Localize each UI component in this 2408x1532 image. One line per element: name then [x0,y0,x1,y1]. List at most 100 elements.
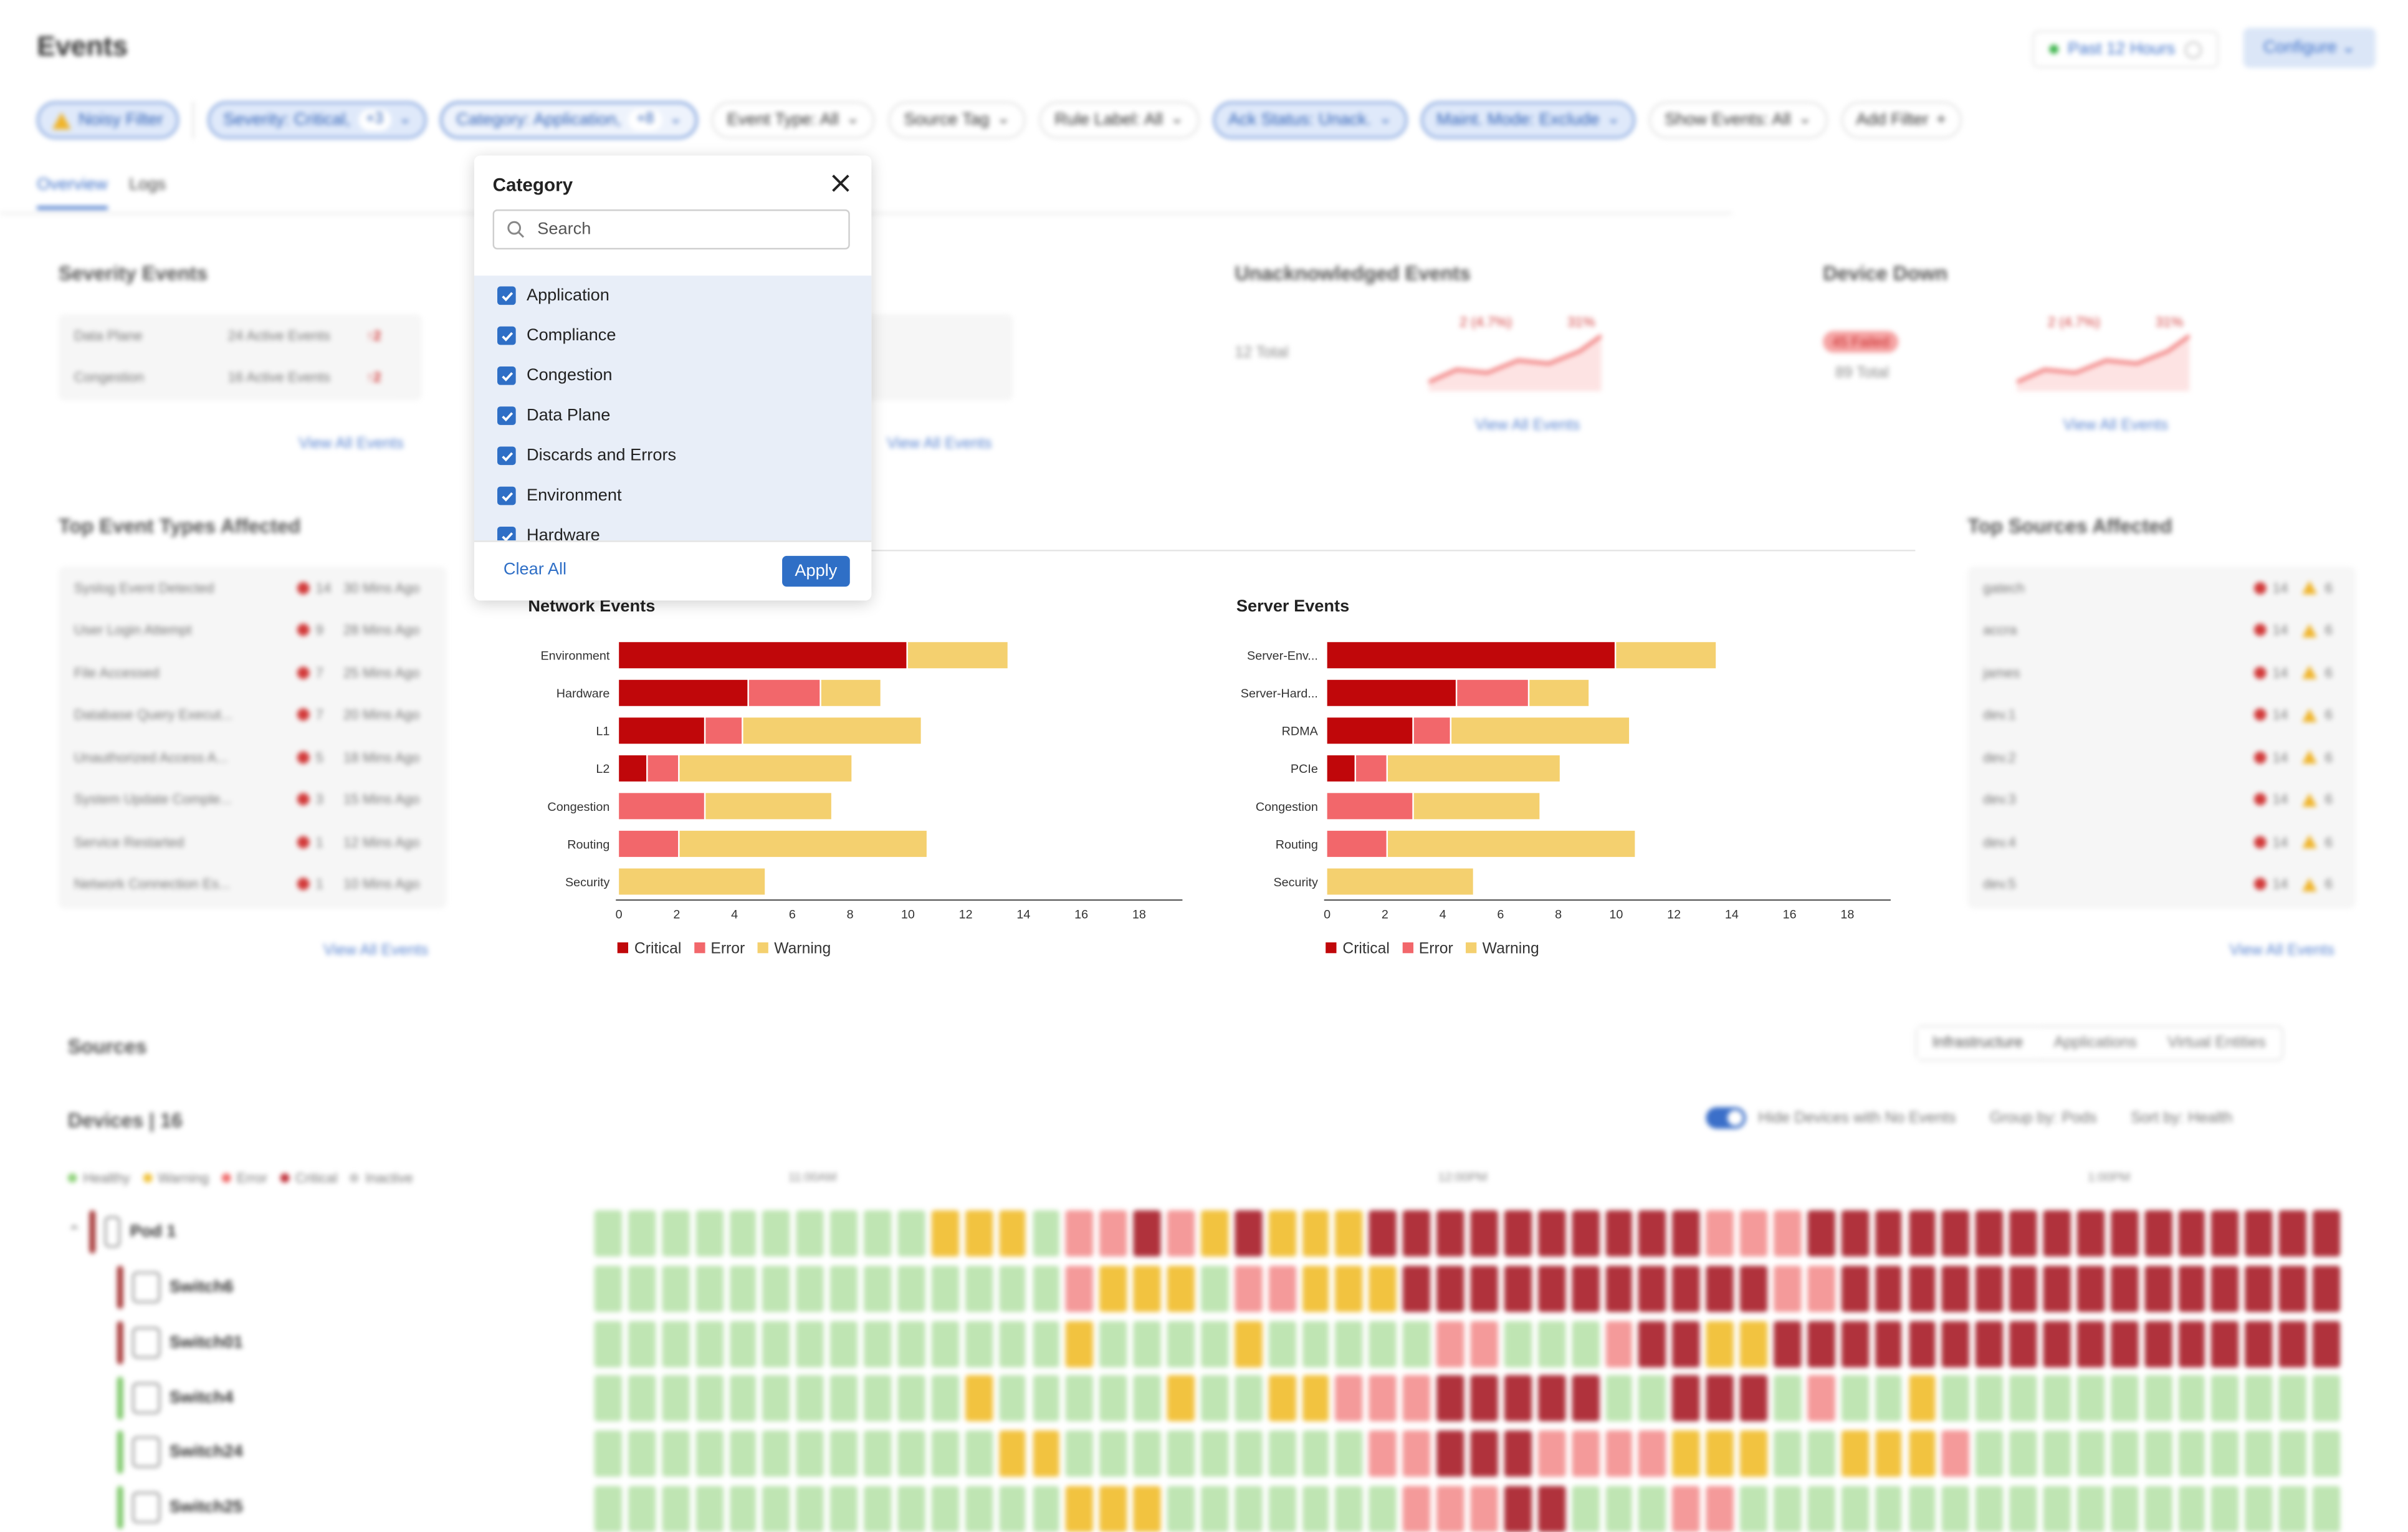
heatmap-cell[interactable] [1807,1486,1835,1532]
heatmap-cell[interactable] [1571,1430,1599,1477]
heatmap-cell[interactable] [1436,1376,1464,1422]
heatmap-cell[interactable] [796,1320,824,1367]
heatmap-cell[interactable] [965,1320,993,1367]
heatmap-cell[interactable] [2313,1430,2341,1477]
heatmap-cell[interactable] [1672,1486,1700,1532]
checkbox-checked-icon[interactable] [497,286,516,305]
heatmap-cell[interactable] [931,1210,959,1257]
heatmap-cell[interactable] [2110,1210,2138,1257]
heatmap-cell[interactable] [2144,1430,2172,1477]
heatmap-cell[interactable] [2043,1376,2071,1422]
heatmap-cell[interactable] [1403,1376,1431,1422]
heatmap-cell[interactable] [1739,1430,1768,1477]
heatmap-cell[interactable] [830,1210,858,1257]
filter-chip[interactable]: Add Filter + [1840,102,1962,139]
category-option[interactable]: Compliance [474,315,871,355]
heatmap-cell[interactable] [864,1376,892,1422]
heatmap-cell[interactable] [695,1210,723,1257]
heatmap-cell[interactable] [1032,1376,1060,1422]
heatmap-cell[interactable] [762,1430,791,1477]
heatmap-cell[interactable] [1841,1430,1869,1477]
device-row[interactable]: Switch25 [117,1486,243,1530]
heatmap-cell[interactable] [1470,1430,1498,1477]
heatmap-cell[interactable] [965,1430,993,1477]
heatmap-cell[interactable] [762,1376,791,1422]
heatmap-cell[interactable] [1672,1320,1700,1367]
heatmap-cell[interactable] [897,1210,925,1257]
hide-devices-toggle[interactable] [1706,1107,1746,1129]
heatmap-cell[interactable] [661,1265,689,1312]
heatmap-cell[interactable] [796,1210,824,1257]
heatmap-cell[interactable] [1302,1210,1330,1257]
segment-infrastructure[interactable]: Infrastructure [1916,1027,2038,1060]
heatmap-cell[interactable] [2245,1265,2273,1312]
heatmap-cell[interactable] [1638,1210,1666,1257]
clear-all-button[interactable]: Clear All [503,560,567,579]
heatmap-cell[interactable] [661,1210,689,1257]
heatmap-cell[interactable] [695,1320,723,1367]
heatmap-cell[interactable] [1774,1265,1802,1312]
heatmap-cell[interactable] [1739,1376,1768,1422]
heatmap-cell[interactable] [796,1486,824,1532]
heatmap-cell[interactable] [1099,1486,1127,1532]
filter-chip[interactable]: Ack Status: Unack. ⌄ [1213,102,1408,139]
filter-chip[interactable]: Event Type: All ⌄ [711,102,875,139]
heatmap-cell[interactable] [2279,1376,2307,1422]
device-row[interactable]: Switch4 [117,1376,233,1419]
heatmap-cell[interactable] [2313,1376,2341,1422]
heatmap-cell[interactable] [1470,1376,1498,1422]
heatmap-cell[interactable] [594,1265,622,1312]
heatmap-cell[interactable] [2009,1320,2037,1367]
heatmap-cell[interactable] [2177,1376,2205,1422]
heatmap-cell[interactable] [1807,1430,1835,1477]
heatmap-cell[interactable] [2076,1320,2105,1367]
heatmap-cell[interactable] [1537,1265,1565,1312]
heatmap-cell[interactable] [2110,1376,2138,1422]
heatmap-cell[interactable] [1369,1210,1397,1257]
heatmap-cell[interactable] [864,1430,892,1477]
heatmap-cell[interactable] [1908,1376,1936,1422]
heatmap-cell[interactable] [2313,1265,2341,1312]
heatmap-cell[interactable] [1268,1265,1296,1312]
heatmap-cell[interactable] [1908,1320,1936,1367]
checkbox-checked-icon[interactable] [497,406,516,425]
heatmap-cell[interactable] [830,1265,858,1312]
heatmap-cell[interactable] [1436,1320,1464,1367]
heatmap-cell[interactable] [729,1486,757,1532]
heatmap-cell[interactable] [998,1430,1026,1477]
heatmap-cell[interactable] [1875,1210,1903,1257]
heatmap-cell[interactable] [2110,1486,2138,1532]
checkbox-checked-icon[interactable] [497,366,516,385]
heatmap-cell[interactable] [1133,1210,1161,1257]
category-search-field[interactable] [492,209,850,250]
heatmap-cell[interactable] [1436,1430,1464,1477]
heatmap-cell[interactable] [1436,1265,1464,1312]
heatmap-cell[interactable] [897,1486,925,1532]
heatmap-cell[interactable] [628,1320,656,1367]
heatmap-cell[interactable] [2043,1320,2071,1367]
heatmap-cell[interactable] [1133,1376,1161,1422]
heatmap-cell[interactable] [1200,1430,1229,1477]
heatmap-cell[interactable] [2009,1265,2037,1312]
heatmap-cell[interactable] [1706,1265,1734,1312]
heatmap-cell[interactable] [2076,1376,2105,1422]
heatmap-cell[interactable] [897,1320,925,1367]
heatmap-cell[interactable] [1976,1265,2004,1312]
heatmap-cell[interactable] [1302,1376,1330,1422]
heatmap-cell[interactable] [1875,1486,1903,1532]
heatmap-cell[interactable] [1638,1486,1666,1532]
heatmap-cell[interactable] [1403,1265,1431,1312]
heatmap-cell[interactable] [897,1430,925,1477]
mid-card-view-all-link[interactable]: View All Events [887,436,992,453]
heatmap-cell[interactable] [1436,1486,1464,1532]
heatmap-cell[interactable] [1605,1486,1633,1532]
heatmap-cell[interactable] [1875,1320,1903,1367]
heatmap-cell[interactable] [1032,1210,1060,1257]
heatmap-cell[interactable] [2245,1430,2273,1477]
device-row[interactable]: Switch6 [117,1265,233,1309]
heatmap-cell[interactable] [1571,1376,1599,1422]
heatmap-cell[interactable] [864,1265,892,1312]
heatmap-cell[interactable] [2313,1210,2341,1257]
heatmap-cell[interactable] [661,1430,689,1477]
heatmap-cell[interactable] [1200,1210,1229,1257]
